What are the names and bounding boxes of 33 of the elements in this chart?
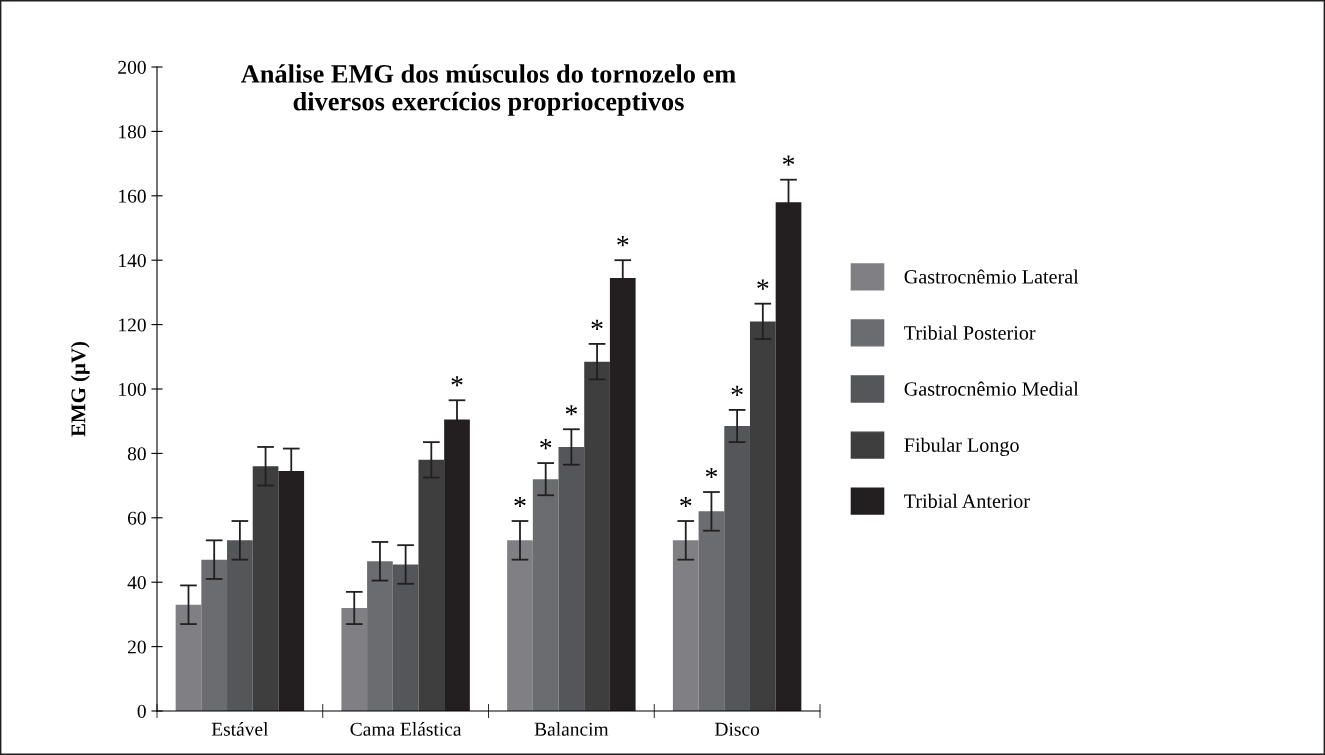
legend-label: Tribial Posterior	[904, 325, 1036, 340]
legend-label: Gastrocnêmio Medial	[904, 381, 1079, 396]
legend-label: Fibular Longo	[904, 437, 1019, 457]
legend-label: Tribial Anterior	[904, 493, 1030, 508]
y-tick-label: 40	[127, 576, 146, 590]
chart-title: Análise EMG dos músculos do tornozelo em diversos exercícios proprioceptivos	[240, 64, 736, 116]
legend-label: Gastrocnêmio Lateral	[904, 269, 1079, 284]
x-tick-label: Disco	[715, 722, 760, 736]
y-tick-label: 100	[119, 382, 146, 396]
y-axis-title: EMG (µV)	[70, 341, 90, 437]
y-tick-label: 0	[137, 704, 146, 718]
data-label: *	[731, 385, 743, 397]
data-label: *	[540, 438, 552, 450]
data-label: *	[617, 236, 629, 247]
y-tick-label: 160	[119, 189, 146, 203]
x-tick-label: Estável	[211, 722, 269, 736]
y-tick-label: 80	[127, 447, 146, 461]
y-tick-label: 60	[127, 511, 146, 525]
y-tick-label: 120	[119, 318, 146, 332]
y-tick-label: 20	[127, 640, 146, 654]
data-label: *	[565, 405, 577, 416]
x-tick-label: Cama Elástica	[350, 722, 462, 736]
y-tick-label: 140	[119, 254, 146, 268]
data-label: *	[680, 496, 692, 508]
data-label: *	[451, 376, 463, 387]
y-tick-label: 180	[119, 125, 146, 139]
y-tick-label: 200	[118, 60, 146, 74]
data-label: *	[591, 319, 603, 330]
data-label: *	[514, 496, 526, 508]
x-tick-label: Balancim	[534, 722, 609, 736]
data-label: *	[705, 467, 718, 479]
data-label: *	[782, 155, 795, 166]
data-label: *	[757, 279, 769, 290]
